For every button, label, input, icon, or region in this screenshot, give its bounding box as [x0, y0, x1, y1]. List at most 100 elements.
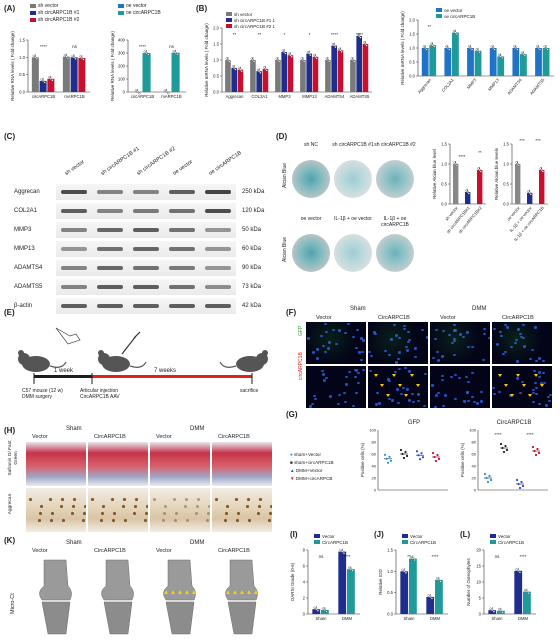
data-point	[35, 57, 38, 60]
chart-g-title: CircARPC1B	[497, 420, 532, 426]
data-point	[467, 45, 471, 48]
data-point	[499, 442, 503, 446]
blot-row-label: Aggrecan	[14, 189, 40, 195]
legend-a-sh1: sh circARPC1B #1	[30, 10, 79, 16]
bar	[542, 48, 550, 76]
x-tick-label: COL2A1	[441, 77, 456, 93]
bar	[421, 48, 429, 76]
x-tick-label: Aggrecan	[417, 77, 433, 94]
data-point	[316, 609, 320, 612]
data-point	[501, 446, 504, 450]
group-label-sham: Sham	[350, 306, 366, 312]
data-point	[466, 190, 469, 194]
blot-band	[133, 247, 159, 251]
data-point	[313, 54, 316, 57]
column-label: CircARPC1B	[378, 315, 410, 321]
legend-swatch	[226, 12, 232, 16]
mouse-icon	[18, 350, 67, 372]
y-axis-label: Positive cells (%)	[460, 442, 465, 477]
blot-column-label: oe circARPC1B	[208, 150, 243, 177]
y-tick-label: 20	[472, 476, 477, 481]
panel-label-e: (E)	[4, 308, 15, 317]
blot-band	[205, 228, 231, 232]
data-point	[306, 51, 309, 54]
osteophyte-arrow-icon	[240, 590, 244, 594]
significance-mark: ****	[331, 32, 338, 37]
data-point	[537, 46, 540, 50]
mouse-icon	[219, 350, 268, 372]
data-point	[385, 457, 388, 460]
x-tick-label: MMP3	[278, 94, 291, 99]
blot-band	[61, 304, 87, 308]
column-label: CircARPC1B	[502, 315, 534, 321]
column-label: Vector	[156, 548, 172, 554]
legend-swatch	[226, 18, 232, 22]
osteophyte-arrow-icon	[178, 590, 182, 594]
y-tick-label: 1.5	[409, 32, 415, 37]
chart-a-left: 0.0 0.5 1.0 1.5 Relative RNA levels ( Fold c…	[10, 31, 90, 101]
fluorescence-image	[430, 366, 490, 408]
column-label: CircARPC1B	[94, 548, 126, 554]
data-point	[478, 168, 481, 172]
blot-band	[61, 247, 87, 251]
data-point	[239, 68, 242, 71]
y-tick-label: 0	[303, 612, 306, 617]
y-tick-label: 0.0	[503, 202, 509, 207]
osteophyte-arrow-icon	[247, 590, 251, 594]
x-tick-label: COL2A1	[251, 94, 268, 99]
data-point	[74, 57, 77, 60]
data-point	[386, 461, 390, 464]
legend-g-item: ▼ DMM+circARPCB	[290, 476, 333, 481]
data-point	[535, 45, 539, 48]
hand-icon	[55, 327, 81, 345]
y-tick-label: 0	[374, 488, 377, 493]
data-point	[82, 58, 85, 61]
data-point	[147, 53, 150, 56]
data-point	[533, 449, 536, 453]
data-point	[176, 53, 179, 56]
data-point	[448, 48, 451, 51]
x-tick-label: DMM	[342, 616, 353, 621]
data-point	[300, 57, 303, 60]
data-point	[521, 484, 525, 488]
bar	[325, 60, 331, 92]
bar	[300, 60, 306, 92]
legend-a-sh2: sh circARPC1B #2	[30, 17, 79, 23]
data-point	[467, 192, 470, 195]
legend-g-item: ■ sham+circARPC1B	[290, 460, 334, 465]
data-point	[439, 580, 442, 583]
legend-swatch	[436, 8, 442, 12]
data-point	[418, 458, 422, 461]
blot-band	[61, 228, 87, 232]
legend-label: Vector	[498, 534, 511, 539]
data-point	[529, 193, 532, 196]
y-axis-label: Relative mRNA levels ( Fold change)	[204, 23, 209, 97]
data-point	[505, 448, 509, 452]
y-tick-label: 1.5	[441, 142, 447, 147]
data-point	[540, 168, 543, 172]
data-point	[477, 167, 480, 170]
data-point	[430, 597, 434, 600]
legend-swatch	[436, 14, 442, 18]
column-label: Vector	[32, 548, 48, 554]
data-point	[351, 569, 354, 572]
fluorescence-image	[306, 322, 366, 364]
y-tick-label: 15	[476, 564, 481, 569]
data-point	[504, 444, 507, 448]
aggrecan-ihc-image	[26, 488, 86, 532]
data-point	[338, 47, 341, 50]
osteophyte-arrow-icon	[254, 590, 258, 594]
blot-kda-label: 120 kDa	[242, 208, 265, 214]
data-point	[515, 568, 518, 571]
legend-swatch	[314, 540, 320, 544]
data-point	[40, 78, 43, 81]
column-label: CircARPC1B	[94, 434, 126, 440]
data-point	[537, 451, 541, 455]
y-tick-label: 1.5	[19, 38, 25, 43]
significance-mark: **	[233, 32, 237, 37]
tibia-shape	[165, 601, 195, 635]
y-axis-label: Relative Alcian blue levels	[494, 147, 499, 200]
data-point	[433, 45, 436, 48]
